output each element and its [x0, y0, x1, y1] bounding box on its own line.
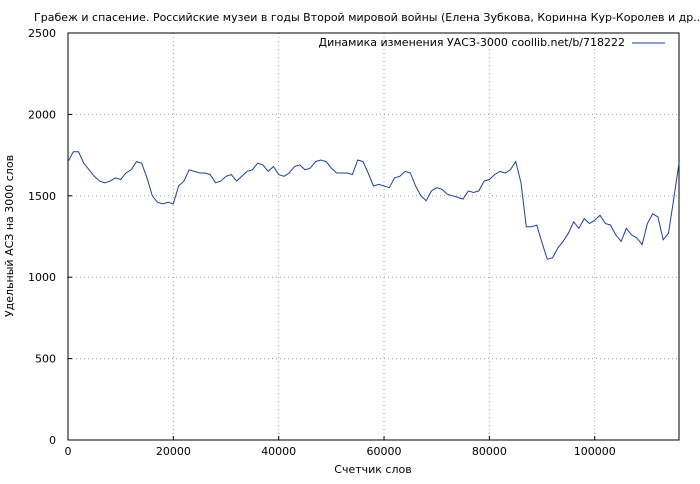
axis-ticks: 0 20000 40000 60000 80000 100000 0 500 1000 1500 2…: [28, 27, 616, 458]
legend: Динамика изменения УАСЗ-3000 coollib.net…: [319, 36, 665, 49]
y-tick-label: 2000: [28, 108, 56, 121]
x-tick-label: 100000: [574, 445, 616, 458]
y-tick-label: 0: [49, 434, 56, 447]
y-axis-label: Удельный АСЗ на 3000 слов: [3, 155, 16, 317]
x-axis-label: Счетчик слов: [334, 463, 411, 476]
legend-entry-label: Динамика изменения УАСЗ-3000 coollib.net…: [319, 36, 626, 49]
y-tick-label: 500: [35, 353, 56, 366]
y-tick-label: 2500: [28, 27, 56, 40]
x-tick-label: 0: [65, 445, 72, 458]
x-tick-label: 80000: [472, 445, 507, 458]
x-tick-label: 20000: [156, 445, 191, 458]
plot-area: [67, 32, 680, 441]
y-tick-label: 1000: [28, 271, 56, 284]
y-tick-label: 1500: [28, 190, 56, 203]
chart-title: Грабеж и спасение. Российские музеи в го…: [34, 11, 700, 24]
series-line: [67, 151, 680, 260]
x-tick-label: 60000: [367, 445, 402, 458]
series-layer: [67, 151, 680, 260]
grid: [67, 32, 679, 441]
x-tick-label: 40000: [261, 445, 296, 458]
